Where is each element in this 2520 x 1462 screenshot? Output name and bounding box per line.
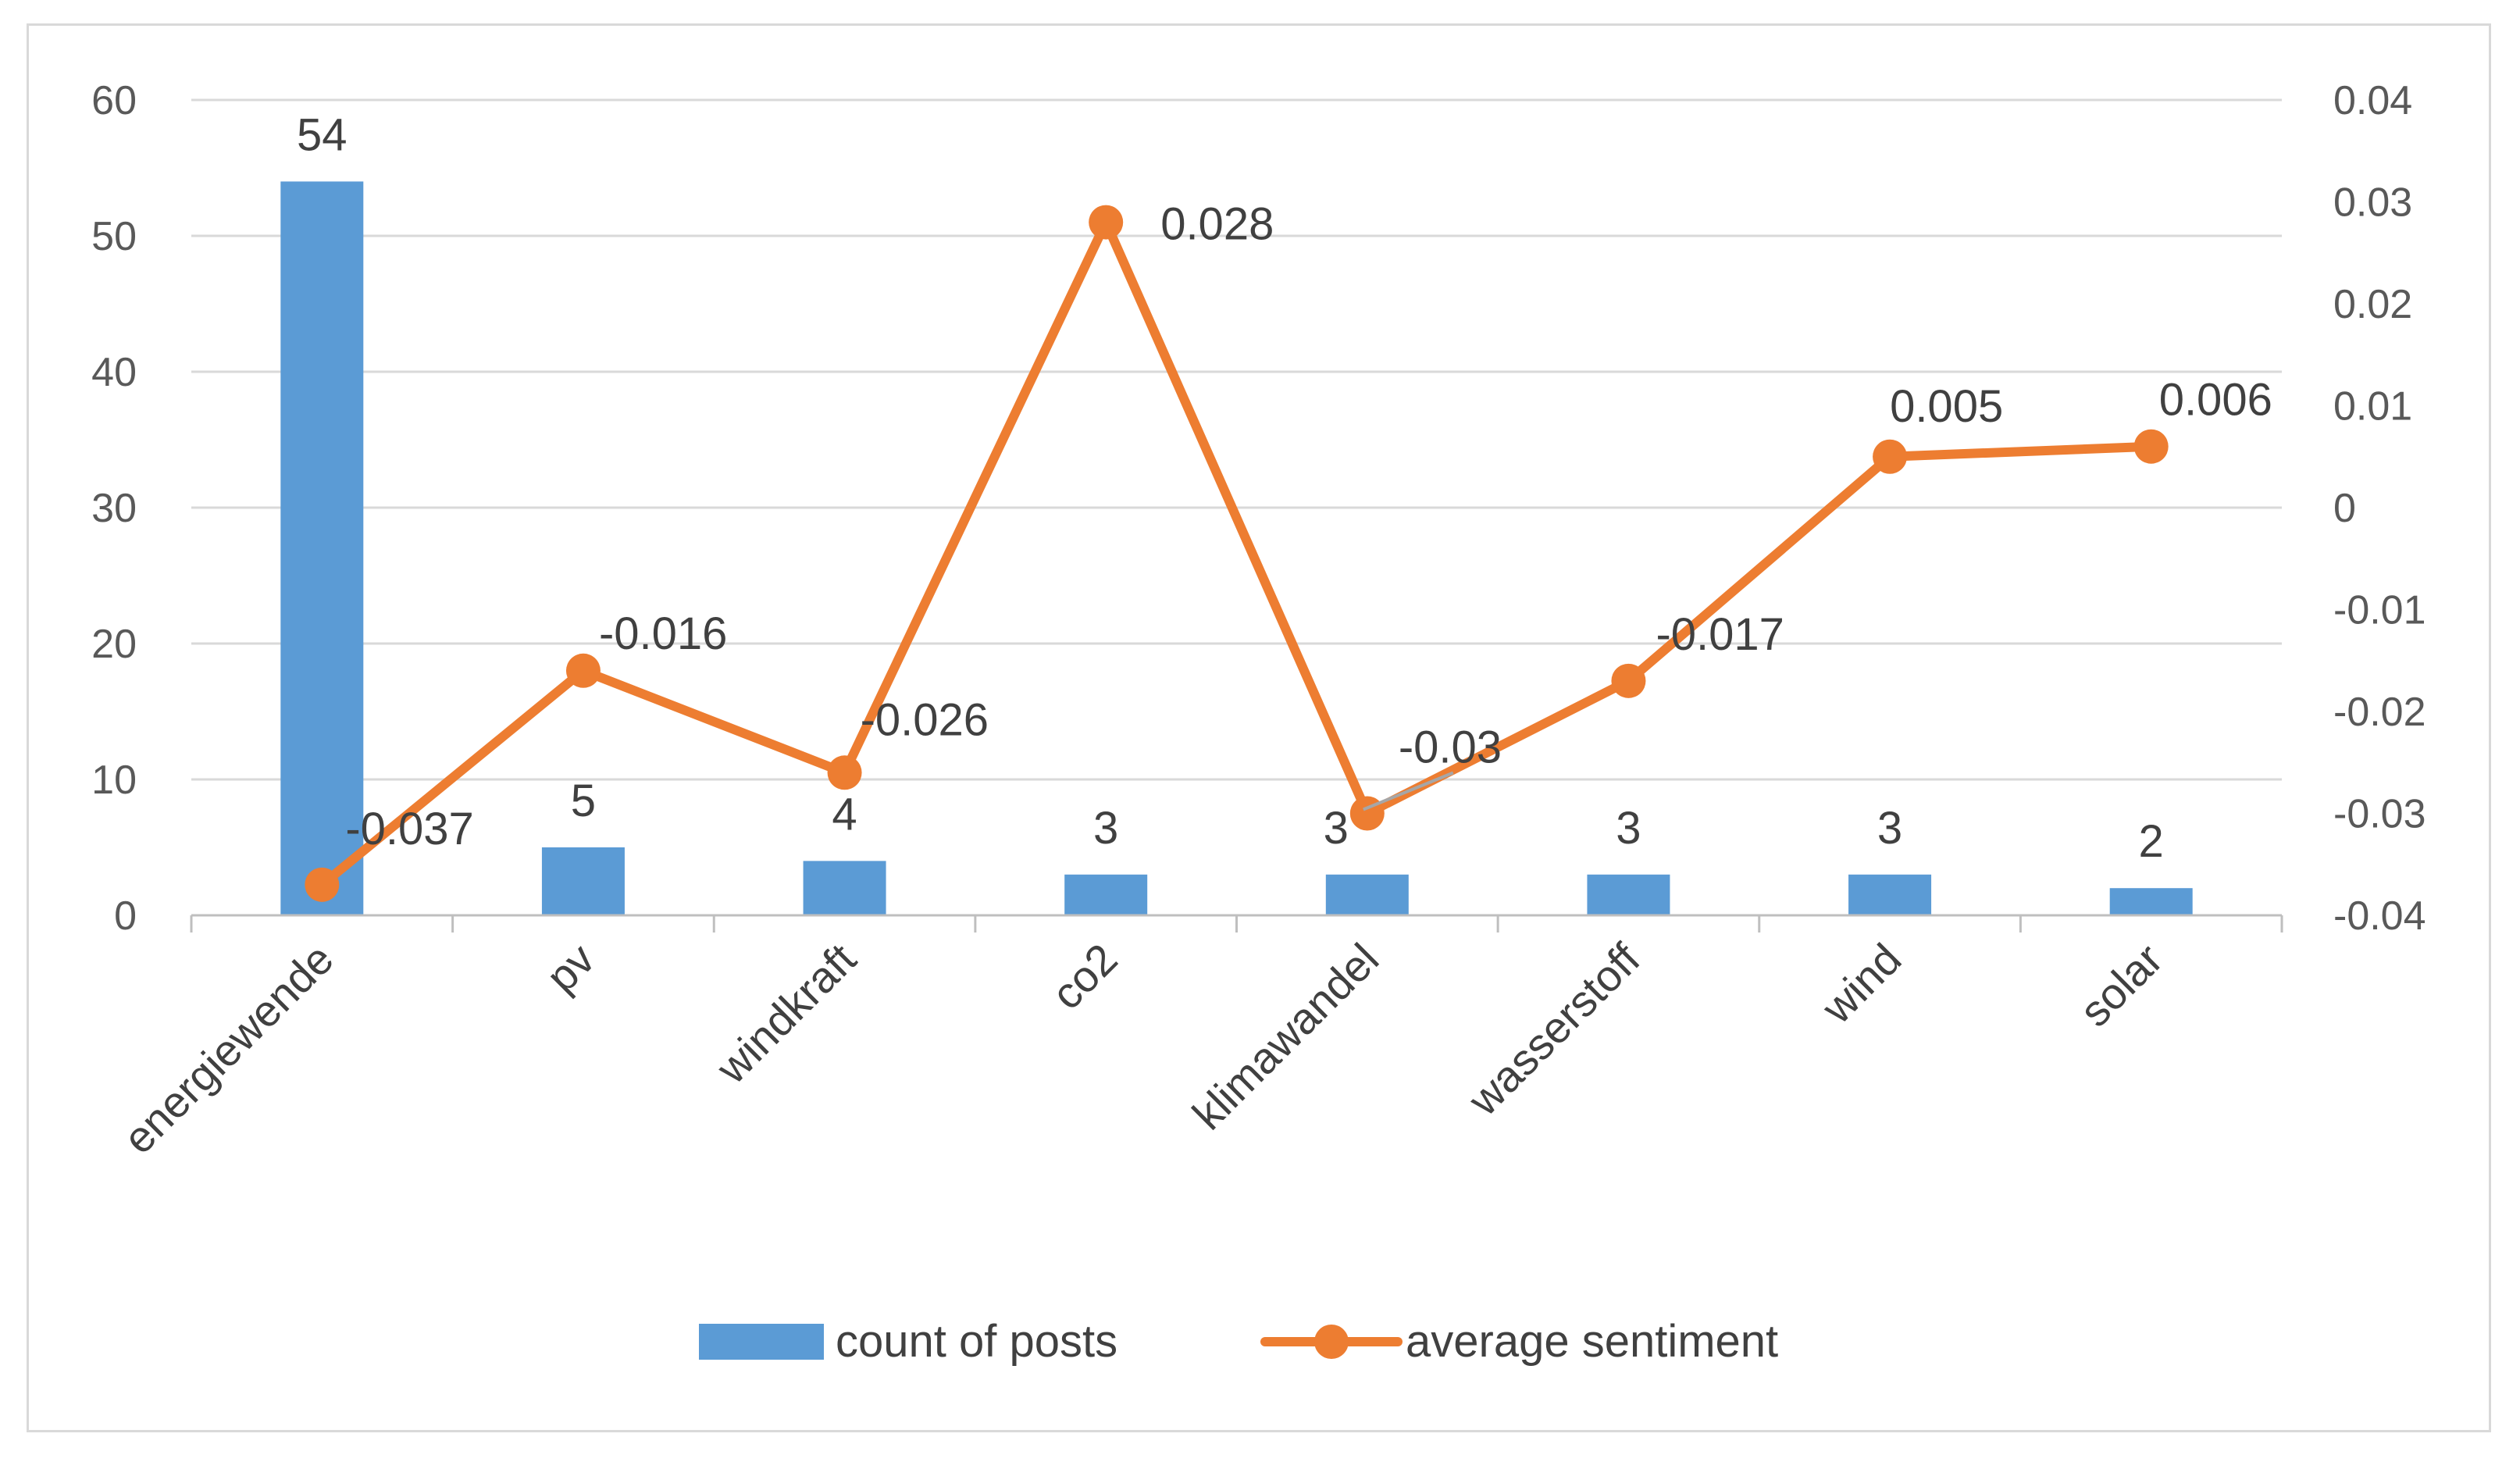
category-label-solar: solar — [2070, 934, 2172, 1036]
category-label-windkraft: windkraft — [706, 934, 865, 1093]
legend-swatch-count-of-posts — [699, 1324, 824, 1360]
right-tick-label: -0.03 — [2333, 792, 2426, 837]
category-label-wind: wind — [1812, 934, 1911, 1033]
right-axis-ticks: -0.04 -0.03 -0.02 -0.01 0 0.01 0.02 0.03 0.04 — [2333, 78, 2426, 939]
bar-label-solar: 2 — [2139, 816, 2164, 867]
bar-label-co2: 3 — [1093, 803, 1118, 854]
sentiment-marker-windkraft — [827, 755, 862, 790]
legend-swatch-marker-average-sentiment — [1314, 1325, 1349, 1359]
bar-label-windkraft: 4 — [832, 789, 857, 840]
left-tick-label: 20 — [91, 622, 137, 667]
sentiment-marker-energiewende — [305, 867, 340, 902]
sentiment-marker-solar — [2133, 429, 2169, 464]
sentiment-marker-wind — [1873, 439, 1908, 474]
left-tick-label: 10 — [91, 758, 137, 803]
bar-co2 — [1064, 874, 1148, 915]
category-label-wasserstoff: wasserstoff — [1458, 934, 1649, 1125]
bar-label-klimawandel: 3 — [1324, 803, 1349, 854]
legend-label-count-of-posts: count of posts — [836, 1316, 1117, 1367]
bar-label-wind: 3 — [1877, 803, 1902, 854]
left-axis-ticks: 0 10 20 30 40 50 60 — [91, 78, 137, 939]
chart-frame — [27, 23, 2491, 1432]
bar-energiewende — [280, 181, 364, 915]
right-tick-label: -0.02 — [2333, 690, 2426, 735]
x-axis — [190, 914, 2283, 932]
right-tick-label: 0.02 — [2333, 282, 2412, 327]
bar-label-energiewende: 54 — [297, 109, 348, 160]
bar-pv — [541, 847, 625, 915]
category-label-energiewende: energiewende — [113, 934, 342, 1163]
line-label-energiewende: -0.037 — [345, 804, 473, 854]
sentiment-marker-wasserstoff — [1611, 663, 1646, 698]
sentiment-marker-pv — [565, 653, 601, 688]
legend-label-average-sentiment: average sentiment — [1406, 1316, 1778, 1367]
bar-windkraft — [803, 861, 886, 915]
line-label-windkraft: -0.026 — [861, 694, 989, 745]
right-tick-label: 0 — [2333, 486, 2356, 531]
left-tick-label: 60 — [91, 78, 137, 123]
bar-label-pv: 5 — [571, 776, 596, 826]
line-data-labels: -0.037 -0.016 -0.026 0.028 -0.03 -0.017 0.005 0… — [345, 199, 2272, 854]
left-tick-label: 40 — [91, 350, 137, 395]
bar-wind — [1848, 874, 1932, 915]
sentiment-line — [317, 217, 2156, 890]
bar-solar — [2109, 888, 2193, 915]
left-tick-label: 0 — [114, 893, 137, 939]
line-label-co2: 0.028 — [1160, 199, 1274, 250]
sentiment-marker-co2 — [1089, 205, 1124, 240]
right-tick-label: -0.01 — [2333, 588, 2426, 633]
gridlines — [191, 98, 2282, 781]
bar-series — [280, 181, 2193, 915]
right-tick-label: 0.03 — [2333, 180, 2412, 226]
bar-label-wasserstoff: 3 — [1616, 803, 1641, 854]
left-tick-label: 30 — [91, 486, 137, 531]
bar-wasserstoff — [1587, 874, 1670, 915]
right-tick-label: -0.04 — [2333, 893, 2426, 939]
line-label-pv: -0.016 — [599, 608, 727, 659]
leader-line — [1363, 771, 1454, 811]
line-label-solar: 0.006 — [2159, 375, 2272, 426]
bar-klimawandel — [1325, 874, 1409, 915]
right-tick-label: 0.01 — [2333, 384, 2412, 430]
left-tick-label: 50 — [91, 214, 137, 259]
category-label-pv: pv — [536, 934, 604, 1001]
line-label-klimawandel: -0.03 — [1399, 722, 1502, 773]
legend: count of posts average sentiment — [699, 1316, 1778, 1367]
category-label-klimawandel: klimawandel — [1183, 934, 1388, 1139]
right-tick-label: 0.04 — [2333, 78, 2412, 123]
category-labels: energiewende pv windkraft co2 klimawandel was… — [113, 934, 2172, 1164]
line-label-wasserstoff: -0.017 — [1656, 609, 1784, 660]
category-label-co2: co2 — [1042, 934, 1126, 1018]
bar-data-labels: 545 4 3 3 3 3 2 — [297, 109, 2164, 867]
line-label-wind: 0.005 — [1890, 381, 2003, 432]
